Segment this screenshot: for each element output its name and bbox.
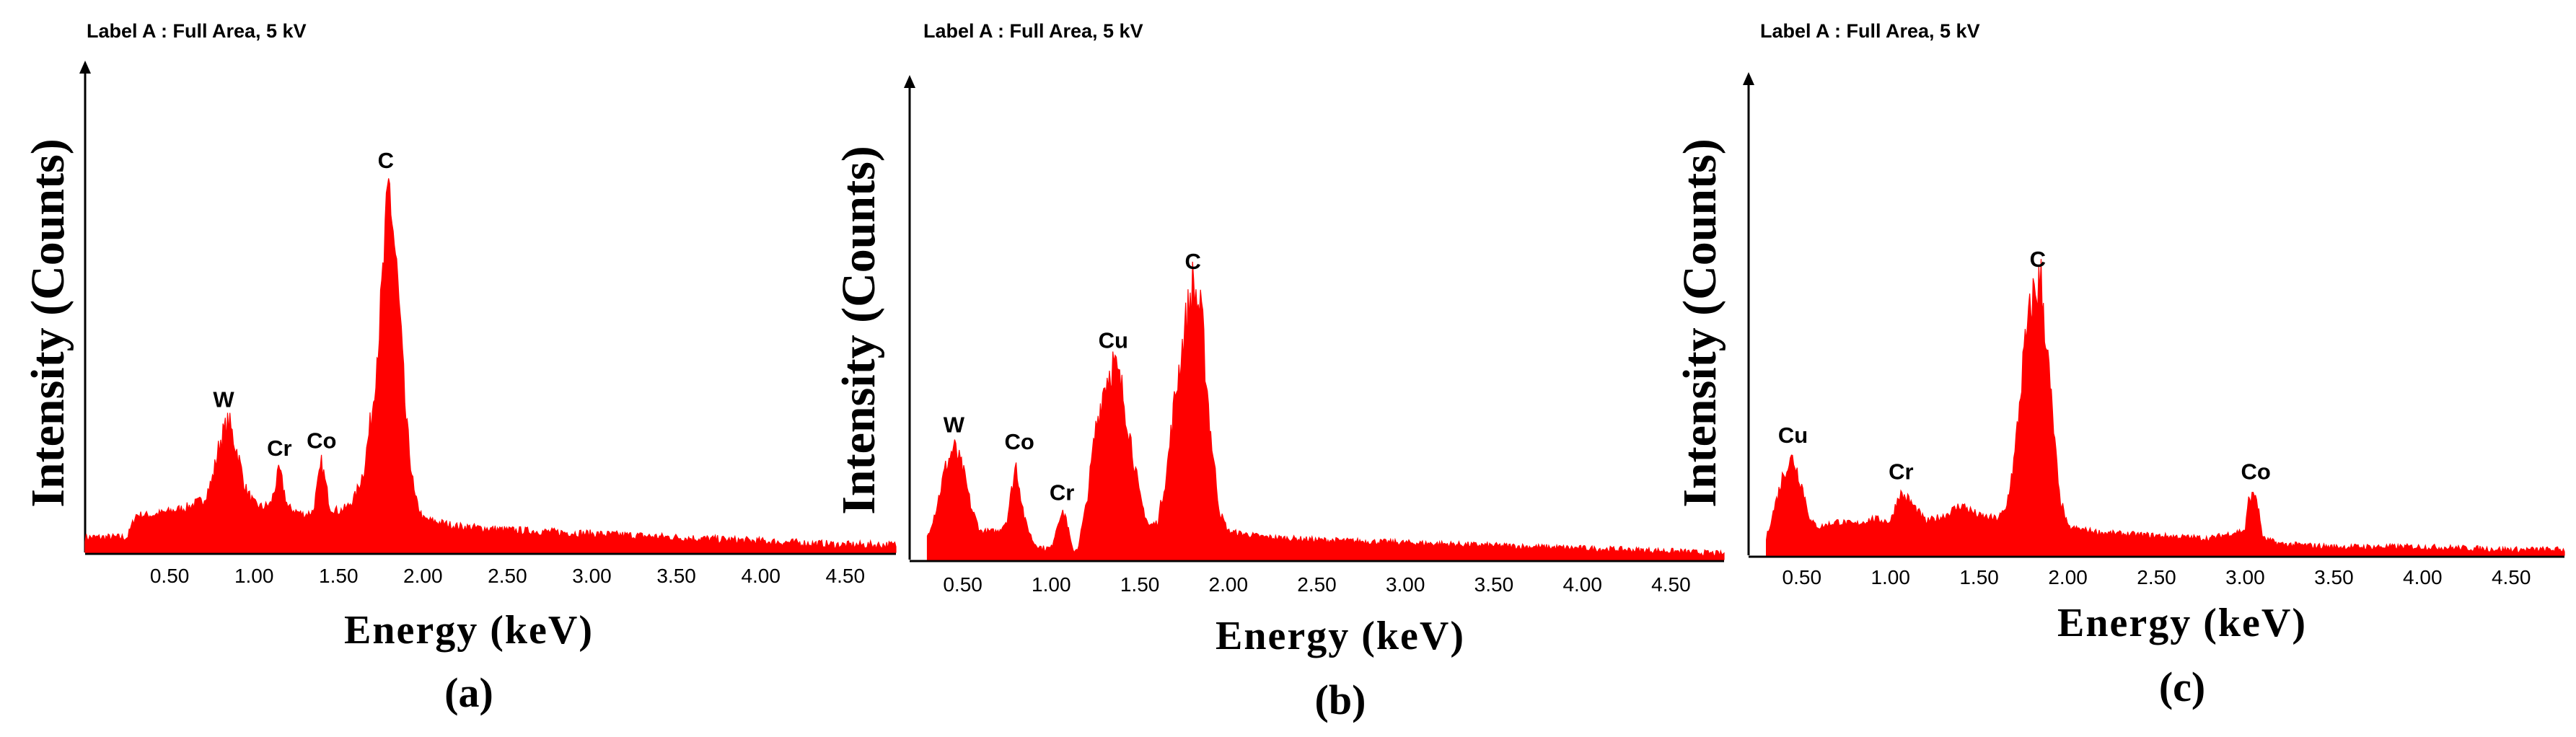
panel-a-spectrum-area [84,178,897,553]
x-tick-label: 1.50 [1959,566,1999,588]
x-tick-label: 4.00 [741,565,781,587]
x-tick-label: 4.00 [2403,566,2443,588]
panel-a-header: Label A : Full Area, 5 kV [87,20,307,42]
x-tick-label: 3.50 [2314,566,2354,588]
x-tick-label: 1.00 [1871,566,1910,588]
peak-label-cr: Cr [1050,480,1074,505]
peak-label-c: C [2030,247,2046,272]
peak-label-co: Co [307,428,336,454]
peak-label-cu: Cu [1099,327,1128,353]
x-tick-label: 2.50 [1297,573,1337,596]
x-tick-label: 3.00 [572,565,612,587]
x-tick-label: 2.00 [1209,573,1249,596]
panel-b-header: Label A : Full Area, 5 kV [923,20,1143,42]
panel-b-spectrum-area [926,261,1725,560]
peak-label-cu: Cu [1778,423,1808,448]
panel-b: Label A : Full Area, 5 kV Intensity (Cou… [832,20,1725,723]
x-tick-label: 2.50 [2137,566,2176,588]
panel-c: Label A : Full Area, 5 kV Intensity (Cou… [1674,20,2565,710]
panel-c-spectrum-area [1766,259,2565,556]
panel-a-y-axis-label: Intensity (Counts) [22,138,74,508]
peak-label-c: C [1185,249,1201,274]
panel-a-x-axis-label: Energy (keV) [344,608,594,653]
x-tick-label: 4.00 [1562,573,1602,596]
panel-a: Label A : Full Area, 5 kV Intensity (Cou… [22,20,897,716]
panel-a-peak-labels: W Cr Co C [213,148,394,461]
panel-c-y-axis-label: Intensity (Counts) [1674,138,1726,508]
peak-label-co: Co [2241,459,2271,485]
panel-b-x-axis-label: Energy (keV) [1216,614,1465,658]
x-tick-label: 1.50 [1120,573,1160,596]
peak-label-cr: Cr [267,436,291,461]
x-tick-label: 1.00 [234,565,274,587]
x-tick-label: 4.50 [2492,566,2531,588]
panel-c-x-tick-labels: 0.50 1.00 1.50 2.00 2.50 3.00 3.50 4.00 4.50 [1782,566,2531,588]
x-tick-label: 1.50 [319,565,359,587]
x-tick-label: 3.00 [2225,566,2265,588]
x-tick-label: 0.50 [943,573,983,596]
peak-label-w: W [944,412,965,438]
x-tick-label: 4.50 [1651,573,1691,596]
panel-b-caption: (b) [1315,676,1366,723]
panel-c-caption: (c) [2159,663,2205,710]
x-tick-label: 4.50 [826,565,866,587]
panel-c-peak-labels: Cu Cr C Co [1778,247,2271,485]
peak-label-w: W [213,387,234,412]
panel-a-x-tick-labels: 0.50 1.00 1.50 2.00 2.50 3.00 3.50 4.00 4.50 [150,565,865,587]
x-tick-label: 3.50 [656,565,696,587]
x-tick-label: 0.50 [1782,566,1822,588]
x-tick-label: 2.50 [488,565,527,587]
x-tick-label: 3.00 [1386,573,1425,596]
x-tick-label: 0.50 [150,565,190,587]
panel-b-y-axis-label: Intensity (Counts) [832,146,885,515]
panel-a-caption: (a) [444,669,493,716]
panel-c-x-axis-label: Energy (keV) [2057,601,2307,645]
peak-label-co: Co [1005,429,1034,454]
panel-c-header: Label A : Full Area, 5 kV [1760,20,1980,42]
peak-label-c: C [378,148,394,173]
x-tick-label: 2.00 [403,565,443,587]
panel-b-x-tick-labels: 0.50 1.00 1.50 2.00 2.50 3.00 3.50 4.00 4.50 [943,573,1690,596]
peak-label-cr: Cr [1889,459,1913,485]
x-tick-label: 1.00 [1032,573,1071,596]
x-tick-label: 2.00 [2048,566,2088,588]
panel-b-peak-labels: W Co Cr Cu C [944,249,1201,506]
x-tick-label: 3.50 [1474,573,1514,596]
